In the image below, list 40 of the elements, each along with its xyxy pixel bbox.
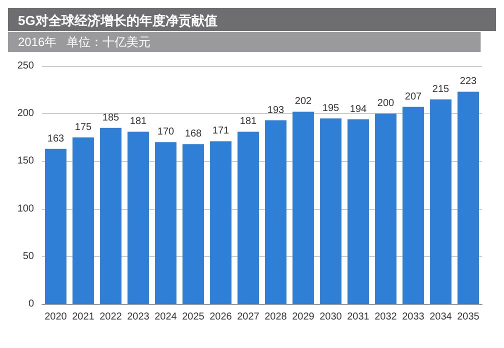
y-tick-label: 200 [17, 108, 34, 120]
y-tick-label: 100 [17, 203, 34, 214]
x-tick-label: 2032 [374, 312, 398, 322]
x-tick-label: 2024 [154, 312, 178, 322]
y-tick-label: 50 [22, 250, 34, 262]
y-tick-label: 250 [17, 60, 34, 72]
x-tick-label: 2033 [402, 312, 425, 322]
x-tick-label: 2029 [292, 312, 315, 322]
data-label: 168 [184, 128, 202, 140]
x-tick-label: 2023 [127, 312, 150, 322]
x-tick-label: 2034 [430, 312, 452, 322]
x-tick-label: 2026 [210, 312, 232, 322]
chart-title: 5G对全球经济增长的年度净贡献值 [18, 13, 218, 28]
x-tick-label: 2035 [457, 312, 480, 322]
data-label: 202 [294, 96, 312, 108]
data-label: 185 [102, 112, 120, 124]
chart-subtitle: 2016年 单位：十亿美元 [18, 35, 151, 49]
x-tick-label: 2025 [182, 312, 205, 322]
data-label: 163 [47, 133, 65, 144]
x-tick-label: 2020 [44, 312, 68, 322]
x-tick-label: 2028 [264, 312, 288, 322]
x-tick-label: 2030 [320, 312, 342, 322]
y-tick-label: 0 [28, 298, 34, 310]
data-label: 215 [432, 84, 450, 95]
data-label: 195 [322, 102, 340, 114]
data-label: 207 [404, 91, 422, 102]
data-label: 170 [157, 126, 175, 138]
data-label: 175 [74, 122, 92, 133]
data-label: 223 [460, 76, 478, 88]
x-tick-label: 2027 [237, 312, 260, 322]
y-tick-label: 150 [17, 156, 34, 167]
data-label: 193 [267, 104, 285, 116]
x-tick-label: 2022 [100, 312, 122, 322]
data-label: 181 [240, 116, 258, 128]
x-tick-label: 2021 [72, 312, 95, 322]
data-label: 171 [212, 126, 230, 137]
x-tick-label: 2031 [347, 312, 370, 322]
data-label: 181 [130, 116, 148, 128]
data-label: 200 [377, 98, 395, 110]
data-label: 194 [350, 104, 368, 115]
